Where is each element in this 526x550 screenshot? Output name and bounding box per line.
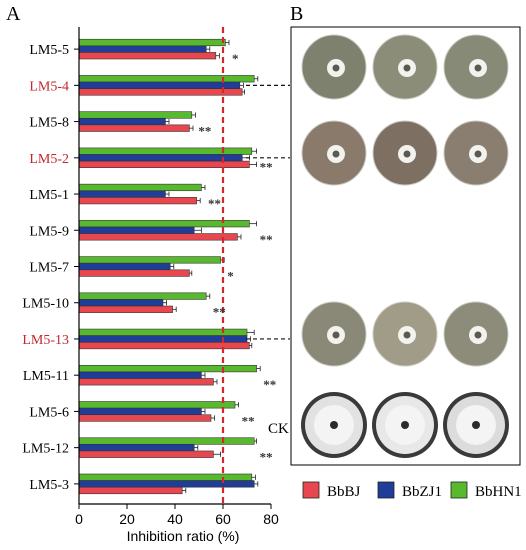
colony-center: [474, 331, 482, 339]
bar: [78, 117, 166, 126]
bar: [78, 414, 212, 422]
y-tick-label: LM5-6: [29, 405, 69, 420]
y-tick-label: LM5-5: [29, 43, 69, 58]
significance-mark: **: [242, 413, 255, 428]
x-tick-label: 80: [263, 511, 279, 527]
panel-b: CK BbBJ BbZJ1 BbHN1: [246, 26, 522, 500]
bar: [78, 52, 217, 60]
bar: [78, 335, 248, 343]
bar: [78, 124, 190, 132]
colony-center: [474, 64, 482, 72]
significance-mark: **: [260, 450, 273, 465]
ck-label: CK: [268, 421, 289, 437]
bar: [78, 38, 226, 47]
significance-mark: **: [260, 160, 273, 175]
colony-center: [330, 421, 338, 429]
bar: [78, 269, 190, 277]
colony-center: [403, 150, 411, 158]
bar: [78, 233, 238, 241]
colony-center: [401, 421, 409, 429]
significance-marks: ******************: [198, 51, 276, 465]
connector-lines: [246, 84, 290, 340]
significance-mark: **: [263, 377, 276, 392]
bar: [78, 444, 195, 452]
bar: [78, 81, 241, 89]
bar-chart: 0 20 40 60 80 LM5-5 LM5-4 LM5-8 LM5-2 LM5-1 LM5-9…: [22, 27, 279, 544]
significance-mark: *: [227, 268, 234, 283]
legend-swatch: [450, 481, 468, 499]
bar: [78, 147, 253, 155]
bar: [78, 407, 202, 416]
y-tick-label: LM5-4: [29, 79, 69, 94]
significance-mark: **: [208, 196, 221, 211]
panel-a-label: A: [6, 3, 21, 25]
y-tick-label: LM5-10: [22, 297, 69, 312]
dish-images: [301, 34, 509, 458]
colony-center: [474, 150, 482, 158]
bar: [78, 226, 195, 234]
x-tick-label: 0: [75, 511, 83, 527]
y-tick-label: LM5-11: [23, 369, 69, 384]
bar: [78, 154, 243, 162]
y-tick-label: LM5-9: [29, 224, 69, 239]
bar: [78, 190, 166, 198]
colony-center: [332, 64, 340, 72]
bar: [78, 364, 257, 373]
bar: [78, 256, 221, 264]
panel-b-frame: [290, 26, 521, 466]
bar: [78, 88, 243, 96]
x-tick-label: 40: [167, 511, 183, 527]
bar: [78, 437, 255, 445]
bar: [78, 111, 193, 119]
legend-swatch: [302, 481, 320, 499]
panel-b-label: B: [290, 3, 303, 25]
y-tick-label: LM5-8: [29, 116, 69, 131]
legend-label: BbBJ: [327, 484, 361, 500]
bar: [78, 305, 173, 313]
x-tick-label: 20: [119, 511, 135, 527]
bar: [78, 183, 202, 192]
significance-mark: **: [260, 232, 273, 247]
legend-label: BbHN1: [475, 484, 522, 500]
x-tick-label: 60: [215, 511, 231, 527]
bar: [78, 450, 214, 458]
y-tick-label: LM5-3: [29, 478, 69, 493]
bar: [78, 378, 214, 386]
bar: [78, 480, 255, 488]
bar: [78, 486, 183, 495]
colony-center: [472, 421, 480, 429]
bar: [78, 299, 164, 307]
bar: [78, 262, 171, 271]
y-tick-labels: LM5-5 LM5-4 LM5-8 LM5-2 LM5-1 LM5-9 LM5-7 LM5-1…: [22, 43, 79, 493]
bar: [78, 45, 207, 53]
legend-label: BbZJ1: [402, 484, 442, 500]
y-tick-label: LM5-2: [29, 152, 69, 167]
significance-mark: **: [198, 123, 211, 138]
bar: [78, 75, 255, 83]
bar: [78, 328, 248, 336]
colony-center: [403, 331, 411, 339]
significance-mark: *: [232, 51, 239, 66]
x-ticks: 0 20 40 60 80: [75, 504, 279, 527]
bars-layer: [78, 38, 261, 495]
legend: BbBJ BbZJ1 BbHN1: [302, 481, 522, 500]
y-tick-label: LM5-12: [22, 442, 69, 457]
colony-center: [332, 150, 340, 158]
y-tick-label: LM5-13: [22, 333, 69, 348]
bar: [78, 197, 197, 205]
bar: [78, 292, 207, 300]
legend-swatch: [377, 481, 395, 499]
x-axis-label: Inhibition ratio (%): [127, 528, 240, 544]
bar: [78, 473, 253, 481]
colony-center: [403, 64, 411, 72]
bar: [78, 371, 202, 379]
bar: [78, 401, 236, 409]
y-tick-label: LM5-7: [29, 261, 69, 276]
significance-mark: **: [213, 305, 226, 320]
colony-center: [332, 331, 340, 339]
y-tick-label: LM5-1: [29, 188, 69, 203]
